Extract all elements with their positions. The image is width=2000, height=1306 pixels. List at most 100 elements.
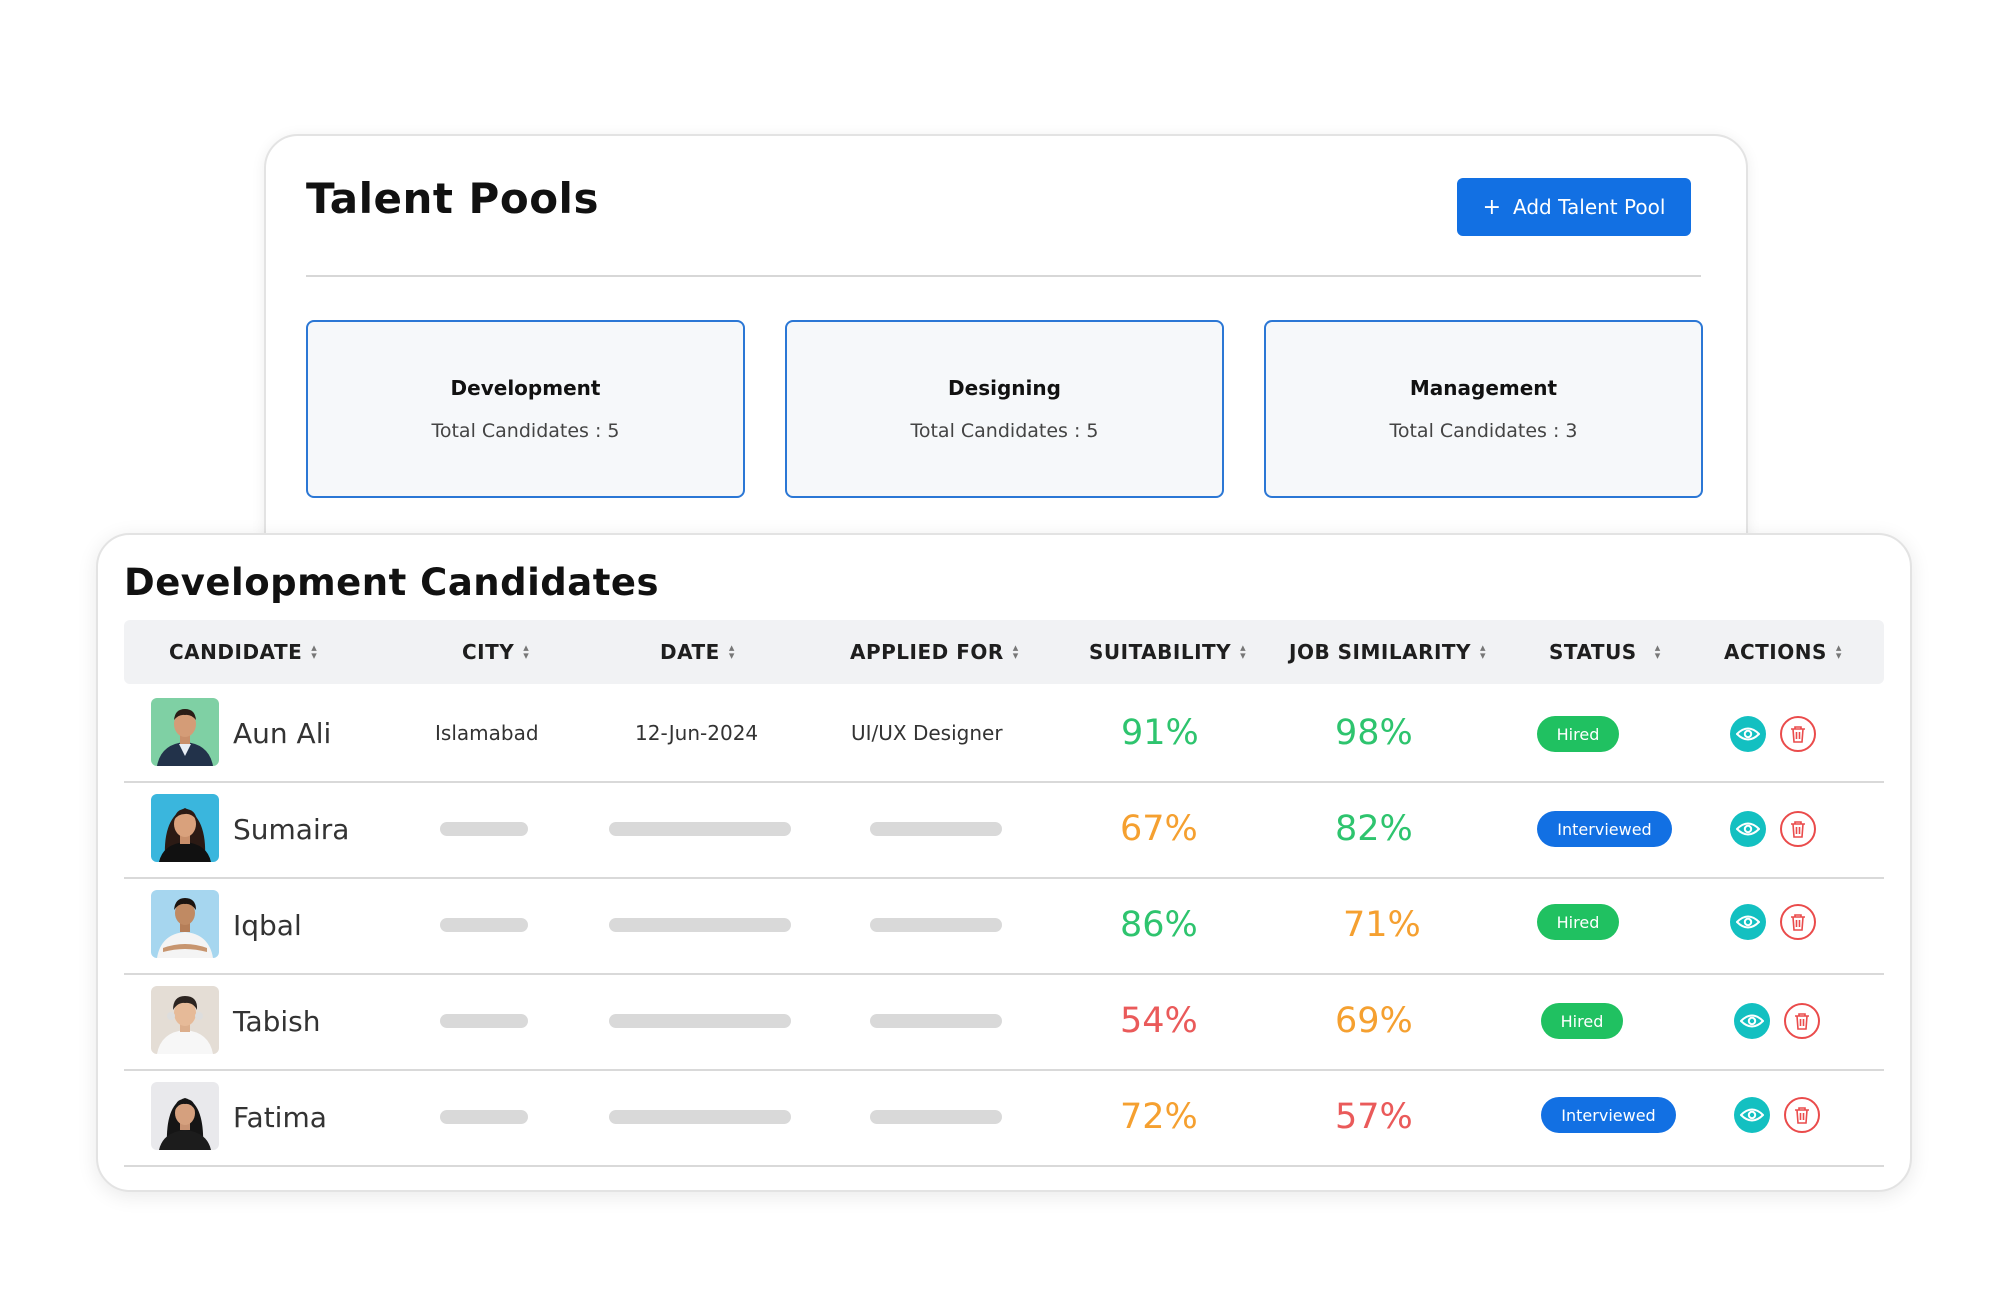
suitability-score: 91%: [1121, 713, 1199, 753]
applied-for-placeholder-bar: [870, 973, 1002, 1069]
job-similarity-score: 69%: [1335, 1001, 1413, 1041]
candidate-name[interactable]: Tabish: [233, 1004, 321, 1038]
status-badge: Interviewed: [1541, 1097, 1676, 1133]
delete-button[interactable]: [1780, 811, 1816, 847]
pool-candidate-count: Total Candidates : 3: [1389, 420, 1578, 442]
add-talent-pool-button[interactable]: + Add Talent Pool: [1457, 178, 1691, 236]
eye-icon: [1740, 1014, 1764, 1028]
status-badge: Hired: [1541, 1003, 1623, 1039]
pool-candidate-count: Total Candidates : 5: [910, 420, 1099, 442]
column-label: CITY: [462, 640, 515, 664]
suitability-score: 54%: [1120, 1001, 1198, 1041]
avatar: [151, 698, 219, 766]
avatar: [151, 986, 219, 1054]
sort-icon: ▴ ▾: [728, 641, 735, 662]
candidate-name[interactable]: Iqbal: [233, 908, 302, 942]
pool-card-development[interactable]: Development Total Candidates : 5: [306, 320, 745, 498]
trash-icon: [1791, 821, 1805, 838]
delete-button[interactable]: [1780, 716, 1816, 752]
job-similarity-score: 71%: [1343, 905, 1421, 945]
candidate-applied-for: UI/UX Designer: [851, 721, 1003, 745]
divider: [306, 275, 1701, 277]
applied-for-placeholder-bar: [870, 781, 1002, 877]
city-placeholder-bar: [440, 781, 528, 877]
eye-icon: [1736, 727, 1760, 741]
suitability-score: 72%: [1120, 1097, 1198, 1137]
sort-icon: ▴ ▾: [1835, 641, 1842, 662]
eye-icon: [1736, 915, 1760, 929]
avatar: [151, 890, 219, 958]
job-similarity-score: 98%: [1335, 713, 1413, 753]
page-title: Talent Pools: [306, 174, 599, 223]
candidate-city: Islamabad: [435, 721, 539, 745]
table-row[interactable]: Sumaira 67% 82% Interviewed: [124, 781, 1884, 879]
date-placeholder-bar: [609, 1069, 791, 1165]
eye-icon: [1736, 822, 1760, 836]
column-label: DATE: [660, 640, 720, 664]
candidate-name[interactable]: Sumaira: [233, 812, 350, 846]
table-row[interactable]: Aun Ali Islamabad 12-Jun-2024 UI/UX Desi…: [124, 685, 1884, 783]
pool-name: Management: [1409, 376, 1558, 400]
candidate-name[interactable]: Fatima: [233, 1100, 327, 1134]
sort-icon: ▴ ▾: [311, 641, 318, 662]
date-placeholder-bar: [609, 973, 791, 1069]
status-badge: Hired: [1537, 904, 1619, 940]
table-header: CANDIDATE ▴ ▾ CITY ▴ ▾ DATE ▴ ▾ APPLIED FOR…: [124, 620, 1884, 684]
applied-for-placeholder-bar: [870, 1069, 1002, 1165]
column-label: ACTIONS: [1724, 640, 1827, 664]
view-button[interactable]: [1730, 904, 1766, 940]
sort-icon: ▴ ▾: [1654, 641, 1661, 662]
pool-card-designing[interactable]: Designing Total Candidates : 5: [785, 320, 1224, 498]
delete-button[interactable]: [1780, 904, 1816, 940]
column-header-actions[interactable]: ACTIONS ▴ ▾: [1724, 620, 1842, 684]
table-row[interactable]: Tabish 54% 69% Hired: [124, 973, 1884, 1071]
column-header-applied-for[interactable]: APPLIED FOR ▴ ▾: [850, 620, 1019, 684]
candidate-date: 12-Jun-2024: [635, 721, 759, 745]
trash-icon: [1795, 1107, 1809, 1124]
view-button[interactable]: [1730, 811, 1766, 847]
date-placeholder-bar: [609, 877, 791, 973]
delete-button[interactable]: [1784, 1003, 1820, 1039]
suitability-score: 67%: [1120, 809, 1198, 849]
sort-icon: ▴ ▾: [523, 641, 530, 662]
view-button[interactable]: [1734, 1097, 1770, 1133]
view-button[interactable]: [1730, 716, 1766, 752]
column-header-candidate[interactable]: CANDIDATE ▴ ▾: [169, 620, 317, 684]
column-label: JOB SIMILARITY: [1289, 640, 1472, 664]
pool-card-management[interactable]: Management Total Candidates : 3: [1264, 320, 1703, 498]
plus-icon: +: [1482, 194, 1502, 220]
pool-name: Designing: [948, 376, 1061, 400]
pool-name: Development: [450, 376, 601, 400]
suitability-score: 86%: [1120, 905, 1198, 945]
delete-button[interactable]: [1784, 1097, 1820, 1133]
job-similarity-score: 57%: [1335, 1097, 1413, 1137]
section-title: Development Candidates: [124, 561, 660, 604]
city-placeholder-bar: [440, 1069, 528, 1165]
column-header-city[interactable]: CITY ▴ ▾: [462, 620, 529, 684]
avatar: [151, 794, 219, 862]
pool-candidate-count: Total Candidates : 5: [431, 420, 620, 442]
column-label: SUITABILITY: [1089, 640, 1232, 664]
avatar: [151, 1082, 219, 1150]
column-header-status[interactable]: STATUS ▴ ▾: [1549, 620, 1661, 684]
column-header-suitability[interactable]: SUITABILITY ▴ ▾: [1089, 620, 1246, 684]
table-row[interactable]: Fatima 72% 57% Interviewed: [124, 1069, 1884, 1167]
view-button[interactable]: [1734, 1003, 1770, 1039]
status-badge: Hired: [1537, 716, 1619, 752]
table-row[interactable]: Iqbal 86% 71% Hired: [124, 877, 1884, 975]
column-header-job-similarity[interactable]: JOB SIMILARITY ▴ ▾: [1289, 620, 1486, 684]
candidate-name[interactable]: Aun Ali: [233, 716, 332, 750]
city-placeholder-bar: [440, 973, 528, 1069]
column-header-date[interactable]: DATE ▴ ▾: [660, 620, 735, 684]
trash-icon: [1791, 914, 1805, 931]
add-talent-pool-label: Add Talent Pool: [1513, 195, 1666, 219]
status-badge: Interviewed: [1537, 811, 1672, 847]
column-label: CANDIDATE: [169, 640, 303, 664]
sort-icon: ▴ ▾: [1480, 641, 1487, 662]
sort-icon: ▴ ▾: [1240, 641, 1247, 662]
trash-icon: [1795, 1013, 1809, 1030]
date-placeholder-bar: [609, 781, 791, 877]
trash-icon: [1791, 726, 1805, 743]
eye-icon: [1740, 1108, 1764, 1122]
column-label: STATUS: [1549, 640, 1637, 664]
